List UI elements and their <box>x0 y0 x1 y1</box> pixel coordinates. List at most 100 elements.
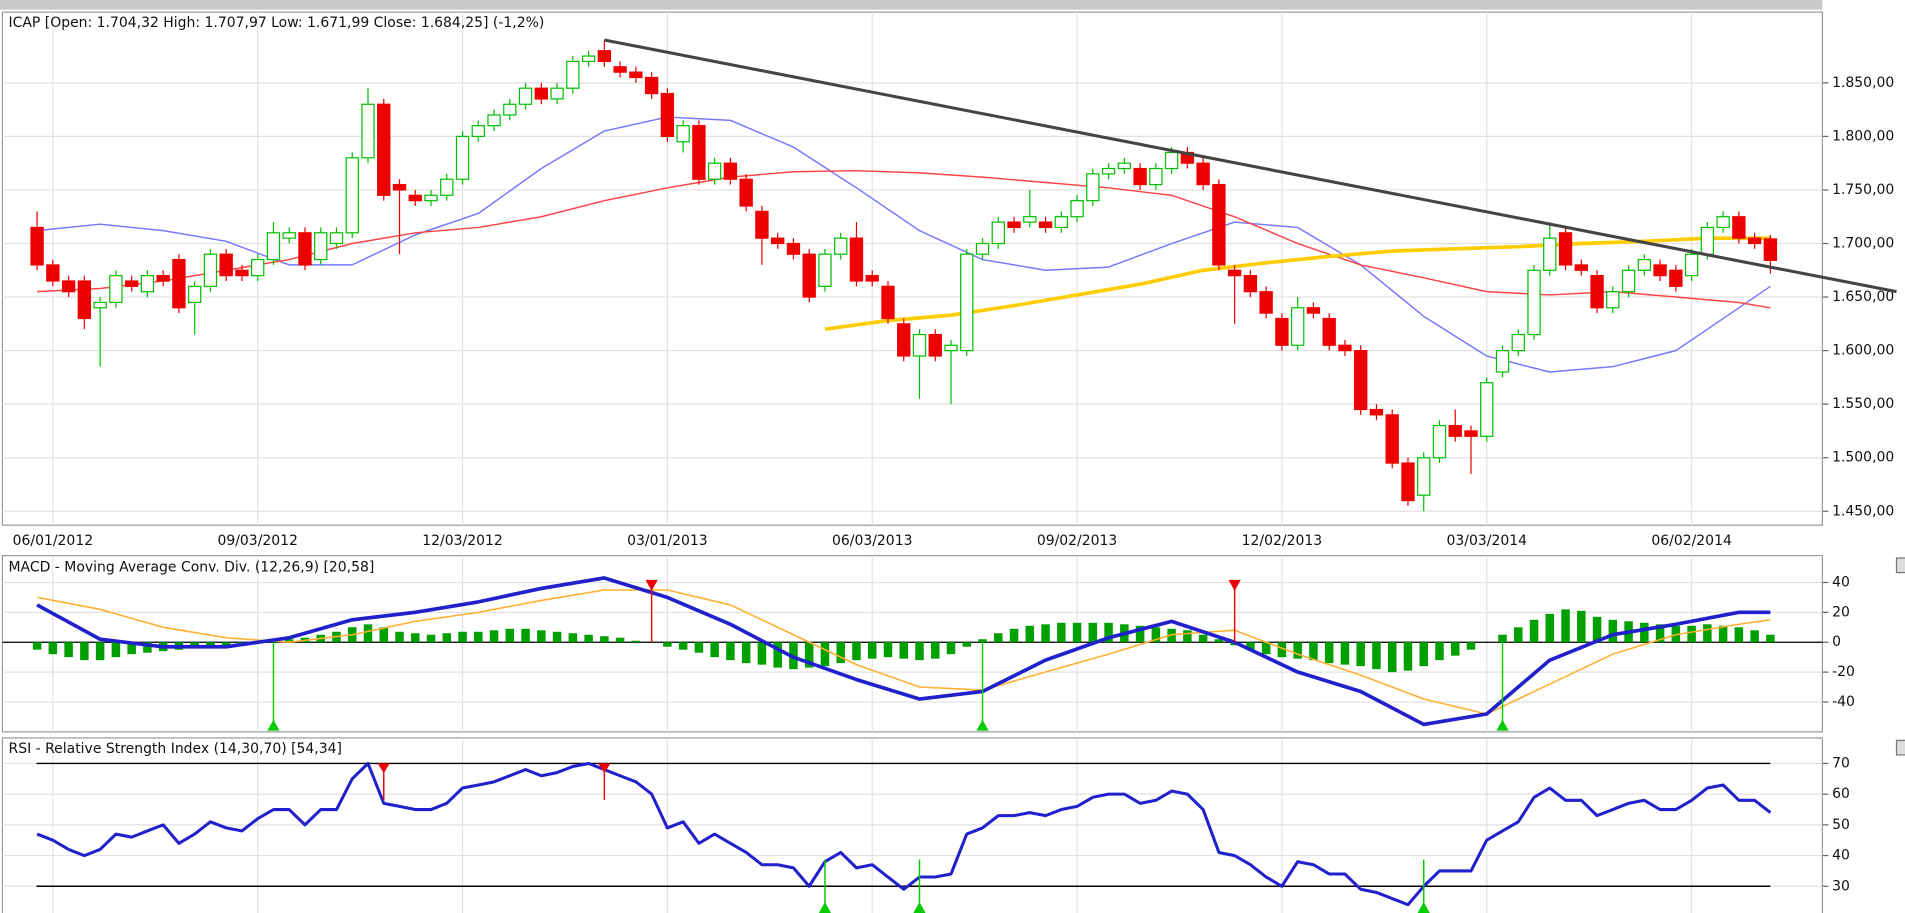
histogram-bar <box>931 642 940 659</box>
histogram-bar <box>1655 624 1665 643</box>
y-tick-label: 40 <box>1832 848 1850 864</box>
candle-body <box>61 280 76 293</box>
histogram-bar <box>363 624 373 643</box>
histogram-bar <box>1514 627 1523 643</box>
moving-average <box>824 236 1771 332</box>
candle-body <box>960 253 974 352</box>
x-tick-label: 09/03/2012 <box>217 533 297 549</box>
x-tick-label: 03/03/2014 <box>1447 533 1528 549</box>
histogram-bar <box>741 642 751 664</box>
x-tick-label: 06/02/2014 <box>1651 533 1732 549</box>
candle-body <box>1086 173 1100 202</box>
histogram-bar <box>883 642 893 658</box>
candle-body <box>93 301 107 309</box>
histogram-bar <box>1025 625 1035 643</box>
candle-body <box>503 103 517 116</box>
histogram-bar <box>1135 625 1145 643</box>
histogram-bar <box>1057 622 1066 643</box>
histogram-bar <box>836 642 845 664</box>
histogram-bar <box>1214 639 1224 643</box>
candle-body <box>802 253 816 298</box>
histogram-bar <box>127 642 136 655</box>
y-tick-label: 1.750,00 <box>1832 182 1894 198</box>
candle-body <box>1007 221 1021 229</box>
histogram-bar <box>395 631 404 643</box>
candle-body <box>928 333 942 357</box>
top-bar <box>0 0 1905 10</box>
histogram-bar <box>1403 642 1413 671</box>
candle-body <box>1196 162 1210 186</box>
histogram-bar <box>32 642 42 650</box>
candle-body <box>786 242 801 255</box>
histogram-bar <box>1529 619 1539 643</box>
histogram-bar <box>1356 642 1365 667</box>
sell-signal <box>645 579 658 591</box>
candle-body <box>771 237 785 245</box>
y-tick-label: 30 <box>1832 878 1850 894</box>
candle-body <box>266 232 281 261</box>
histogram-bar <box>615 637 625 643</box>
histogram-bar <box>1450 642 1460 656</box>
candle-body <box>1464 430 1478 437</box>
candle-body <box>46 264 60 282</box>
macd-line <box>36 589 1771 715</box>
histogram-bar <box>804 642 814 668</box>
histogram-bar <box>1640 622 1649 643</box>
histogram-bar <box>726 642 735 661</box>
histogram-bar <box>143 642 152 653</box>
histogram-bar <box>426 634 436 643</box>
histogram-bar <box>1608 619 1618 643</box>
close-button[interactable] <box>1895 739 1905 756</box>
candle-body <box>1101 167 1116 175</box>
candle-body <box>314 232 328 261</box>
histogram-bar <box>1009 628 1019 643</box>
candle-body <box>1164 151 1179 170</box>
candle-body <box>566 60 580 89</box>
buy-signal <box>913 902 926 913</box>
histogram-bar <box>1718 625 1728 643</box>
sell-signal <box>1228 579 1241 591</box>
candle-body <box>156 275 170 282</box>
candle-body <box>1527 269 1541 336</box>
candle-body <box>1716 216 1730 229</box>
histogram-bar <box>111 642 121 658</box>
x-tick-label: 12/02/2013 <box>1242 533 1322 549</box>
candle-body <box>329 232 344 245</box>
candle-body <box>77 280 92 320</box>
y-tick-label: 1.650,00 <box>1832 289 1894 305</box>
candle-body <box>1432 424 1447 459</box>
macd-title: MACD - Moving Average Conv. Div. (12,26,… <box>9 560 375 576</box>
candle-body <box>1338 344 1352 352</box>
candle-body <box>1259 291 1273 314</box>
x-tick-label: 03/01/2013 <box>627 533 707 549</box>
buy-signal <box>976 719 989 731</box>
candle-body <box>1684 253 1699 277</box>
candle-body <box>865 275 879 282</box>
candle-body <box>140 275 155 293</box>
histogram-bar <box>1041 624 1050 643</box>
histogram-bar <box>537 630 546 643</box>
candle-body <box>1212 183 1226 266</box>
histogram-bar <box>379 627 389 643</box>
candle-body <box>440 178 454 196</box>
histogram-bar <box>1466 642 1476 650</box>
histogram-bar <box>411 633 420 643</box>
buy-signal <box>267 719 280 731</box>
candle-body <box>345 157 359 234</box>
x-tick-label: 12/03/2012 <box>422 533 502 549</box>
candle-body <box>834 237 848 255</box>
candle-body <box>235 269 249 277</box>
close-button[interactable] <box>1895 557 1905 574</box>
histogram-bar <box>1372 642 1381 670</box>
histogram-bar <box>1387 642 1397 673</box>
candle-body <box>455 135 470 180</box>
histogram-bar <box>1734 627 1744 643</box>
candle-body <box>1385 414 1399 464</box>
y-tick-label: 1.600,00 <box>1832 343 1894 359</box>
histogram-bar <box>1151 627 1161 643</box>
candle-body <box>1038 221 1053 229</box>
candle-body <box>487 114 501 127</box>
candle-body <box>912 333 927 357</box>
axis-area <box>1822 0 1905 913</box>
